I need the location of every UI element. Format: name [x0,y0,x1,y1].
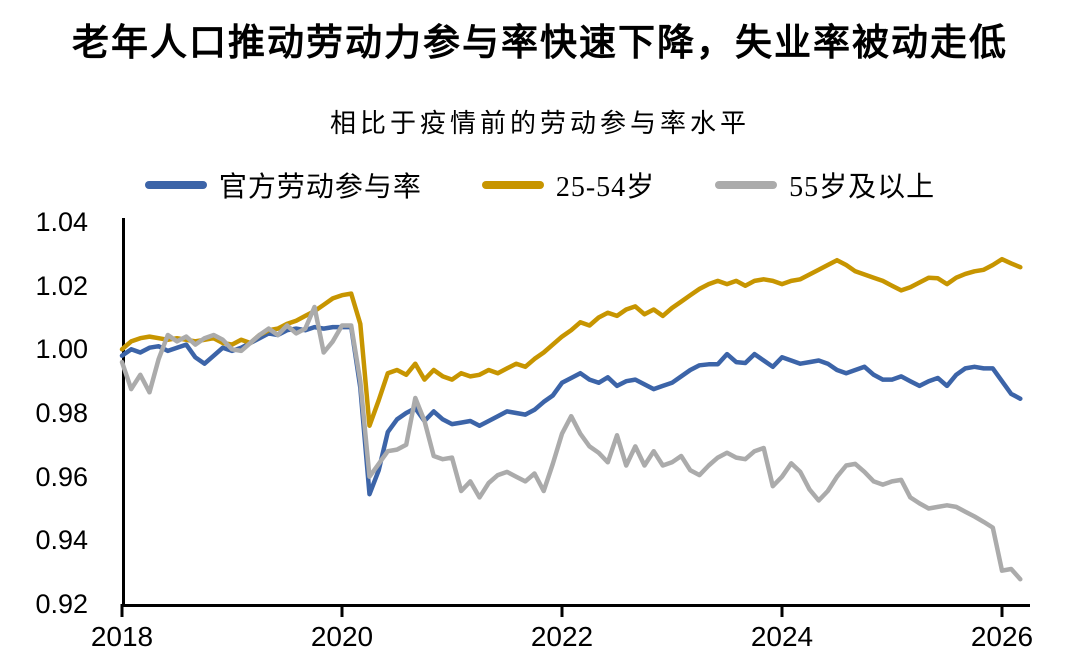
y-tick-label-0.98: 0.98 [35,398,88,428]
legend-item-age-25-54: 25-54岁 [481,165,656,205]
legend-item-official-lfpr: 官方劳动参与率 [144,165,422,205]
x-tick-label-2024: 2024 [750,621,814,652]
legend-label-official-lfpr: 官方劳动参与率 [218,172,422,203]
legend-swatch-official-lfpr [144,181,207,189]
legend-item-age-55-plus: 55岁及以上 [715,165,935,205]
series-lines [119,256,1023,582]
legend-label-age-25-54: 25-54岁 [555,172,656,203]
x-axis-ticks [120,604,1004,617]
y-tick-label-0.94: 0.94 [35,525,88,556]
chart-title: 老年人口推动劳动力参与率快速下降，失业率被动走低 [72,23,1008,64]
y-tick-label-0.96: 0.96 [35,461,88,492]
y-tick-label-1.04: 1.04 [35,207,88,237]
y-tick-label-1.02: 1.02 [35,270,88,301]
legend: 官方劳动参与率 25-54岁 55岁及以上 [0,164,1080,206]
y-tick-label-0.92: 0.92 [35,589,88,619]
legend-swatch-age-25-54 [481,181,544,189]
x-tick-label-2022: 2022 [530,621,594,652]
series-line-age-55-plus [119,304,1023,582]
x-tick-label-2020: 2020 [310,621,374,652]
chart-subtitle: 相比于疫情前的劳动参与率水平 [329,109,750,138]
legend-swatch-age-55-plus [715,181,778,189]
x-tick-label-2026: 2026 [970,621,1034,652]
legend-label-age-55-plus: 55岁及以上 [789,172,936,203]
series-line-age-25-54 [119,256,1023,428]
y-tick-label-1.00: 1.00 [35,334,88,365]
series-line-official-lfpr [119,324,1023,497]
x-tick-label-2018: 2018 [90,621,154,652]
